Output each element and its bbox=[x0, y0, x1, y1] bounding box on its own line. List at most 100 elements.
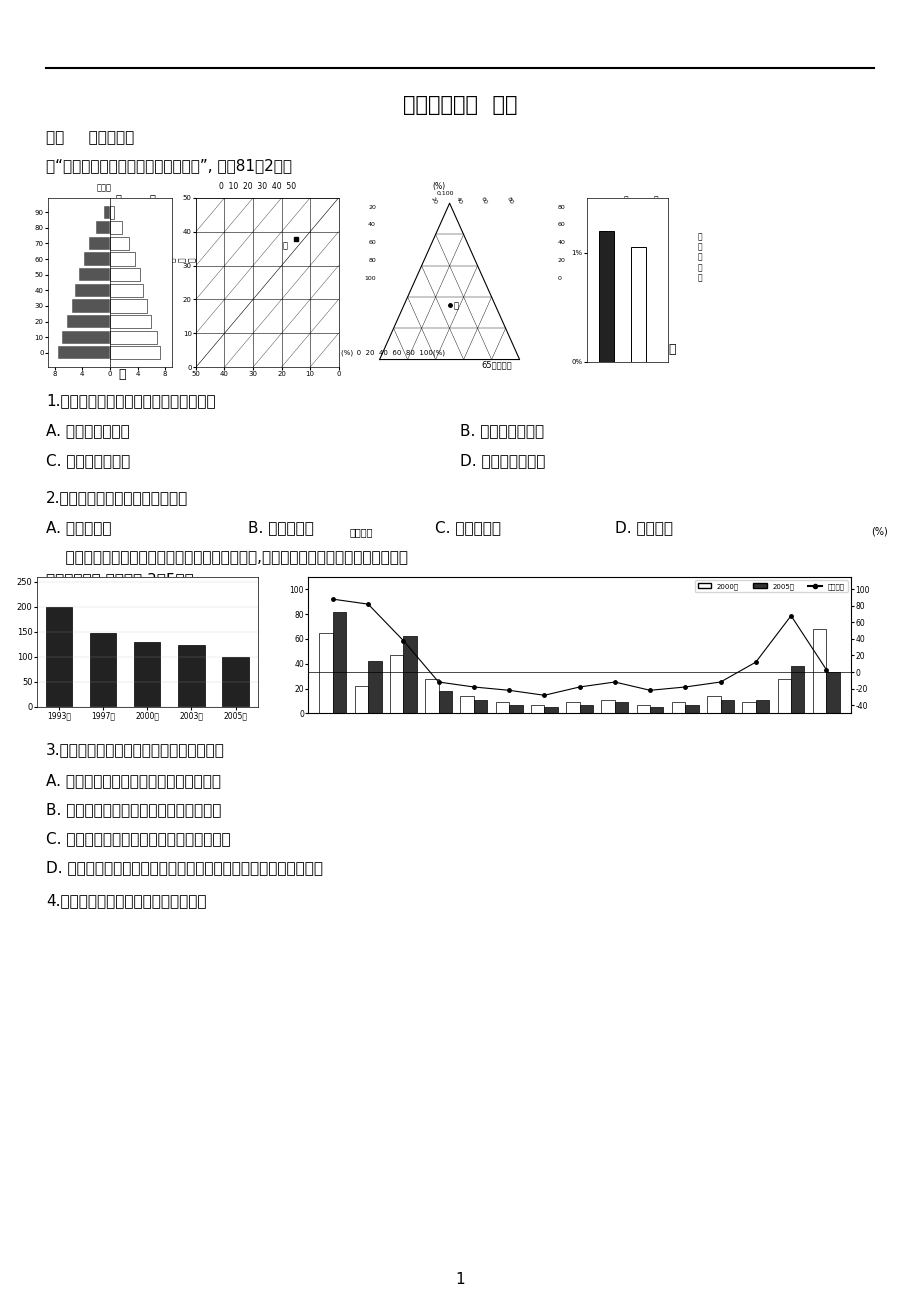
Text: 读“甲、乙、丙、丁四地的人口统计图”, 完成81～2题。: 读“甲、乙、丙、丁四地的人口统计图”, 完成81～2题。 bbox=[46, 158, 291, 173]
Bar bbox=[650, 707, 663, 713]
Text: 甲: 甲 bbox=[119, 368, 126, 381]
Text: 东、北郊
郊区: 东、北郊 郊区 bbox=[708, 642, 727, 661]
Text: 1.人口自然增长率从低到高排列正确的是: 1.人口自然增长率从低到高排列正确的是 bbox=[46, 393, 215, 408]
Text: 80: 80 bbox=[505, 197, 514, 206]
Text: 20: 20 bbox=[429, 197, 437, 206]
Text: (%) 0  20  40  60  80  100(%): (%) 0 20 40 60 80 100(%) bbox=[341, 350, 445, 357]
Text: 3.能正确反映图甲、图乙所示信息的说法是: 3.能正确反映图甲、图乙所示信息的说法是 bbox=[46, 742, 224, 756]
Bar bbox=[403, 637, 416, 713]
Bar bbox=[75, 284, 110, 297]
Bar bbox=[530, 704, 544, 713]
Bar bbox=[89, 237, 110, 250]
Bar bbox=[110, 284, 143, 297]
Bar bbox=[110, 346, 160, 359]
Bar bbox=[812, 629, 825, 713]
Text: 中心城区: 中心城区 bbox=[562, 642, 583, 651]
Text: 80: 80 bbox=[368, 258, 376, 263]
Text: A. 甲、乙、丙、丁: A. 甲、乙、丙、丁 bbox=[46, 423, 130, 437]
Bar bbox=[72, 299, 110, 312]
Text: 0: 0 bbox=[558, 276, 562, 281]
Bar bbox=[460, 697, 473, 713]
Bar bbox=[425, 678, 438, 713]
Text: 一、     单项选择题: 一、 单项选择题 bbox=[46, 130, 134, 145]
Bar bbox=[685, 704, 698, 713]
Text: D. 丁、乙、丙、甲: D. 丁、乙、丙、甲 bbox=[460, 453, 545, 467]
Bar bbox=[614, 702, 628, 713]
Bar bbox=[110, 315, 152, 328]
Bar bbox=[601, 699, 614, 713]
Bar bbox=[110, 206, 114, 219]
Bar bbox=[110, 331, 156, 344]
Text: 0  10  20  30  40  50: 0 10 20 30 40 50 bbox=[220, 182, 296, 191]
Text: 60: 60 bbox=[368, 240, 376, 245]
Bar bbox=[636, 704, 650, 713]
Text: 2.甲地可能存在的主要人口问题是: 2.甲地可能存在的主要人口问题是 bbox=[46, 490, 188, 505]
Text: 40: 40 bbox=[455, 197, 463, 206]
Legend: 2000年, 2005年, 增长幅度: 2000年, 2005年, 增长幅度 bbox=[694, 581, 846, 592]
Bar bbox=[742, 702, 755, 713]
Bar bbox=[390, 655, 403, 713]
Text: 西、南部
郊区: 西、南部 郊区 bbox=[420, 642, 439, 661]
Text: 40: 40 bbox=[368, 223, 376, 227]
Text: 20: 20 bbox=[558, 258, 565, 263]
Bar bbox=[178, 646, 204, 707]
Text: 和深远的影响.读图回答 3～5题。: 和深远的影响.读图回答 3～5题。 bbox=[46, 572, 194, 587]
Text: 60: 60 bbox=[480, 197, 488, 206]
Bar bbox=[755, 699, 768, 713]
Text: (%): (%) bbox=[432, 182, 445, 191]
Bar bbox=[598, 230, 613, 362]
Text: 男: 男 bbox=[115, 193, 120, 203]
Bar bbox=[720, 699, 733, 713]
Text: 100: 100 bbox=[364, 276, 376, 281]
Bar bbox=[565, 702, 579, 713]
Text: （岁）: （岁） bbox=[96, 184, 112, 191]
Bar bbox=[579, 704, 593, 713]
Bar bbox=[79, 268, 110, 281]
Bar bbox=[58, 346, 110, 359]
Bar bbox=[110, 268, 140, 281]
Text: 死
亡
率: 死 亡 率 bbox=[653, 195, 658, 225]
Bar bbox=[62, 331, 110, 344]
Text: 人
口
出
生
率
(%‰): 人 口 出 生 率 (%‰) bbox=[167, 249, 228, 272]
Text: 65岁及以上: 65岁及以上 bbox=[482, 359, 512, 368]
Text: 乙: 乙 bbox=[282, 242, 287, 251]
Bar bbox=[110, 237, 129, 250]
Text: B. 图中所示外来常住人口性别比趋向平衡: B. 图中所示外来常住人口性别比趋向平衡 bbox=[46, 802, 221, 816]
Bar bbox=[355, 686, 368, 713]
Text: C. 图中所示外来常住人口主要涌入中心城区: C. 图中所示外来常住人口主要涌入中心城区 bbox=[46, 831, 231, 846]
Text: 丁: 丁 bbox=[667, 342, 675, 355]
Text: 丙: 丙 bbox=[453, 301, 459, 310]
Bar bbox=[134, 642, 160, 707]
Bar bbox=[90, 633, 116, 707]
Text: 女: 女 bbox=[149, 193, 154, 203]
Bar bbox=[222, 658, 248, 707]
Text: 60: 60 bbox=[558, 223, 565, 227]
Text: C. 甲、丙、乙、丁: C. 甲、丙、乙、丁 bbox=[46, 453, 130, 467]
Text: 图甲上海外来常住人口性别比变化: 图甲上海外来常住人口性别比变化 bbox=[119, 691, 212, 702]
Bar bbox=[333, 612, 346, 713]
Text: C. 劳动力不足: C. 劳动力不足 bbox=[435, 519, 501, 535]
Bar bbox=[544, 707, 557, 713]
Text: 高二单元测试  地理: 高二单元测试 地理 bbox=[403, 95, 516, 115]
Bar bbox=[825, 672, 839, 713]
Bar bbox=[96, 221, 110, 234]
Bar bbox=[495, 702, 508, 713]
Bar bbox=[67, 315, 110, 328]
Text: 4.上海外来常住人口性别比变化，说明: 4.上海外来常住人口性别比变化，说明 bbox=[46, 893, 206, 907]
Bar bbox=[84, 253, 110, 266]
Text: 图乙上海各区县外来常住人口规模和增长变化情况: 图乙上海各区县外来常住人口规模和增长变化情况 bbox=[511, 697, 648, 707]
Text: D. 死亡率高: D. 死亡率高 bbox=[614, 519, 673, 535]
Bar bbox=[105, 206, 110, 219]
Bar bbox=[707, 697, 720, 713]
Bar bbox=[790, 667, 803, 713]
Bar bbox=[46, 607, 72, 707]
Bar bbox=[319, 633, 333, 713]
Text: D. 图中所示中心城区外来常住人口增长幅度高于郊区人口增长幅度: D. 图中所示中心城区外来常住人口增长幅度高于郊区人口增长幅度 bbox=[46, 861, 323, 875]
Bar bbox=[368, 661, 381, 713]
Bar bbox=[630, 247, 645, 362]
Text: 人口死亡率(%‰): 人口死亡率(%‰) bbox=[265, 355, 311, 365]
Text: 40: 40 bbox=[558, 240, 565, 245]
Text: 自
然
增
长
率: 自 然 增 长 率 bbox=[697, 232, 701, 283]
Text: 1: 1 bbox=[455, 1272, 464, 1286]
Text: 外来人口已经成为上海常住人口增长的主要来源,对上海的社会经济发展正在产生广泛: 外来人口已经成为上海常住人口增长的主要来源,对上海的社会经济发展正在产生广泛 bbox=[46, 549, 407, 565]
